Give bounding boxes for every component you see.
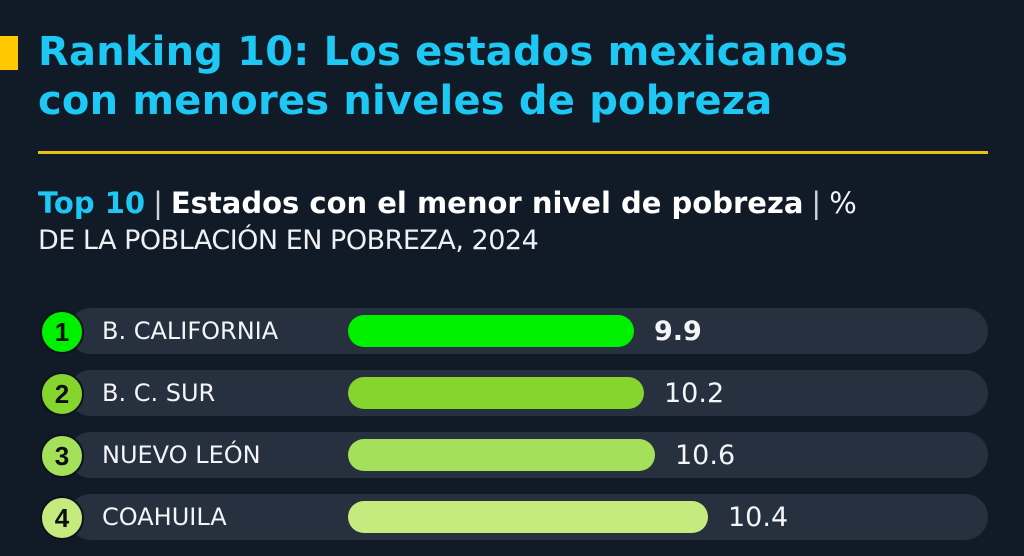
subtitle-main: Estados con el menor nivel de pobreza [170, 186, 804, 220]
ranking-row: 2 B. C. SUR 10.2 [40, 370, 988, 416]
state-name: COAHUILA [102, 503, 227, 531]
ranking-row: 3 NUEVO LEÓN 10.6 [40, 432, 988, 478]
rank-badge: 2 [40, 372, 84, 416]
subtitle-separator-2: | [811, 186, 822, 220]
subtitle-separator: | [153, 186, 163, 220]
state-name: B. C. SUR [102, 379, 216, 407]
value-bar [348, 377, 644, 409]
value-label: 9.9 [654, 316, 702, 347]
value-bar [348, 315, 634, 347]
state-name: NUEVO LEÓN [102, 441, 261, 469]
title-line-2: con menores niveles de pobreza [38, 78, 773, 124]
value-label: 10.2 [664, 378, 725, 409]
value-label: 10.6 [675, 440, 736, 471]
ranking-row: 4 COAHUILA 10.4 [40, 494, 988, 540]
value-label: 10.4 [728, 502, 789, 533]
value-bar [348, 439, 655, 471]
chart-subtitle: Top 10 | Estados con el menor nivel de pob… [38, 184, 857, 260]
subtitle-top: Top 10 [38, 186, 146, 220]
state-name: B. CALIFORNIA [102, 317, 279, 345]
rank-badge: 1 [40, 310, 84, 354]
title-line-1: Ranking 10: Los estados mexicanos [38, 29, 849, 75]
ranking-list: 1 B. CALIFORNIA 9.9 2 B. C. SUR 10.2 3 N… [40, 308, 988, 556]
rank-badge: 4 [40, 496, 84, 540]
subtitle-line-2: DE LA POBLACIÓN EN POBREZA, 2024 [38, 225, 539, 256]
title-divider [38, 151, 988, 154]
subtitle-unit: % [829, 186, 857, 220]
accent-bar [0, 36, 18, 70]
page-title: Ranking 10: Los estados mexicanos con me… [38, 28, 848, 126]
rank-badge: 3 [40, 434, 84, 478]
ranking-row: 1 B. CALIFORNIA 9.9 [40, 308, 988, 354]
value-bar [348, 501, 708, 533]
